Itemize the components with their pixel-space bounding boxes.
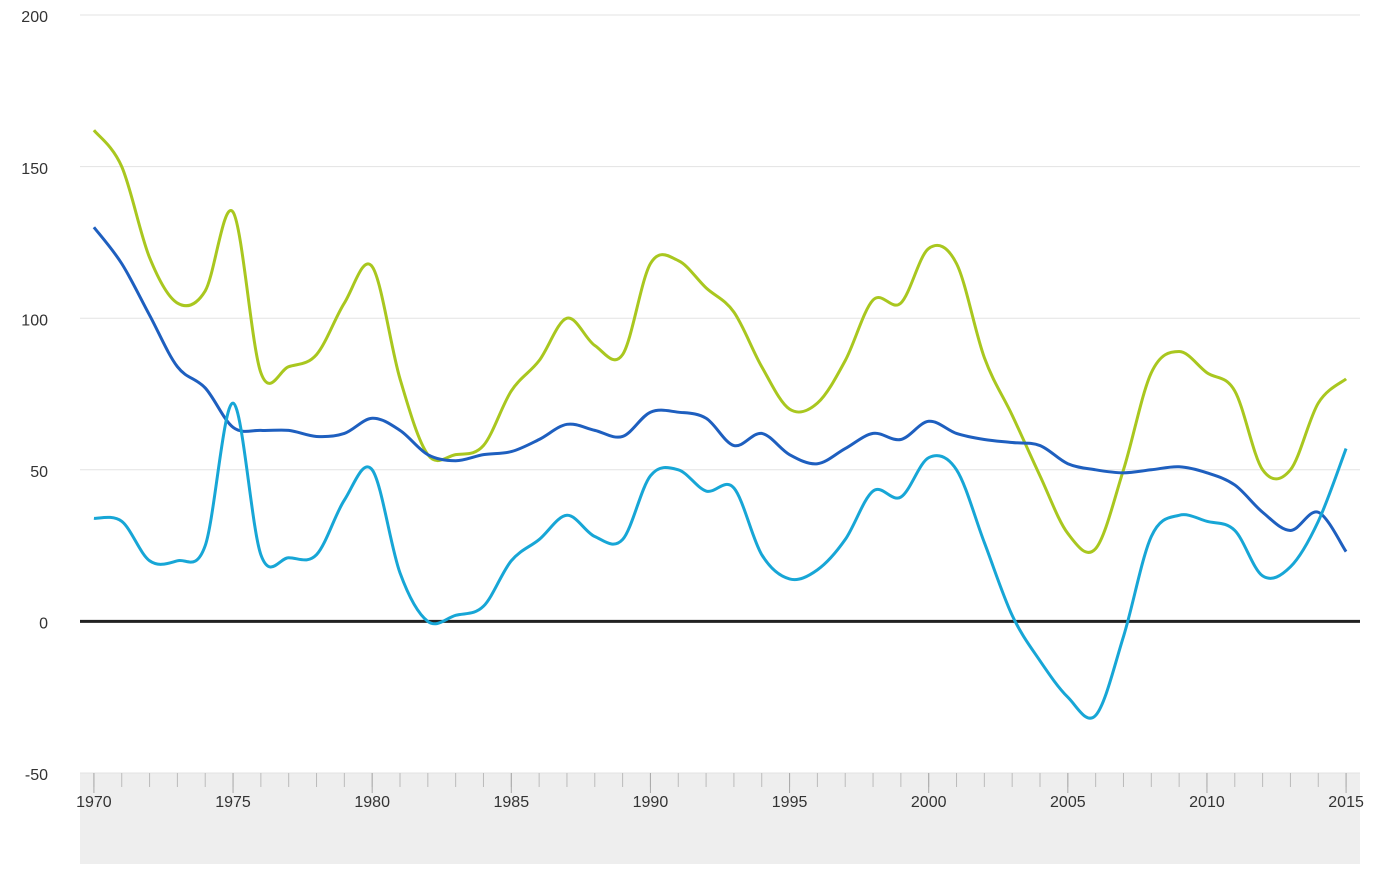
x-tick-label: 2010 — [1189, 794, 1225, 811]
line-series — [92, 226, 1348, 553]
y-tick-label: 0 — [39, 616, 48, 633]
x-tick-label: 1990 — [633, 794, 669, 811]
x-tick-label: 1995 — [772, 794, 808, 811]
x-tick-label: 1980 — [354, 794, 390, 811]
x-tick-label: 1985 — [494, 794, 530, 811]
x-tick-label: 2005 — [1050, 794, 1086, 811]
y-tick-label: 100 — [21, 312, 48, 329]
x-axis-band — [80, 773, 1360, 864]
x-tick-label: 1975 — [215, 794, 251, 811]
y-tick-label: -50 — [25, 767, 48, 784]
line-series — [92, 129, 1348, 554]
line-series — [93, 401, 1348, 720]
x-tick-label: 1970 — [76, 794, 112, 811]
y-tick-label: 50 — [30, 464, 48, 481]
x-tick-label: 2000 — [911, 794, 947, 811]
y-tick-label: 200 — [21, 9, 48, 26]
y-tick-label: 150 — [21, 161, 48, 178]
x-tick-label: 2015 — [1328, 794, 1364, 811]
